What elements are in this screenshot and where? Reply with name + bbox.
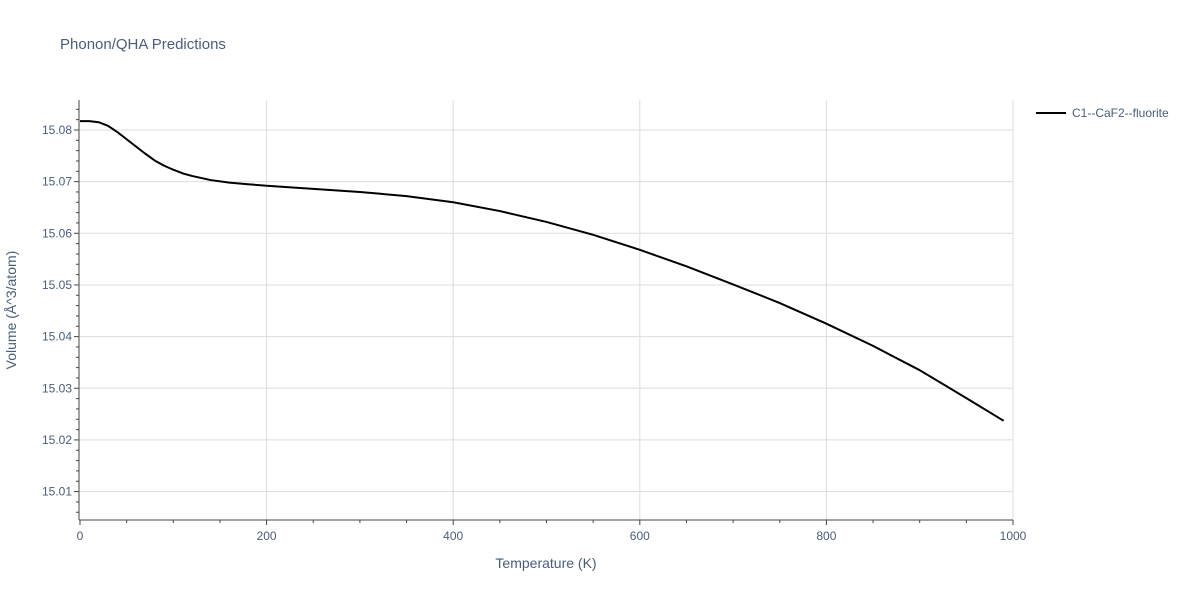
- axes: 0 200 400 600 800 1000 15.01 15.02 15.03 15.04 15.…: [42, 100, 1027, 543]
- x-tick-label: 0: [77, 529, 84, 543]
- series-line: [80, 120, 1005, 422]
- y-tick-label: 15.03: [42, 381, 72, 395]
- legend[interactable]: C1--CaF2--fluorite: [1036, 106, 1169, 120]
- legend-swatch: [1036, 112, 1066, 114]
- x-tick-label: 1000: [1000, 529, 1027, 543]
- x-tick-label: 600: [630, 529, 650, 543]
- y-tick-label: 15.04: [42, 330, 72, 344]
- x-tick-label: 200: [257, 529, 277, 543]
- series-lines: [80, 120, 1005, 422]
- x-tick-label: 800: [816, 529, 836, 543]
- chart-title: Phonon/QHA Predictions: [60, 36, 226, 53]
- grid-lines: [80, 100, 1014, 520]
- y-tick-label: 15.02: [42, 433, 72, 447]
- legend-label: C1--CaF2--fluorite: [1072, 106, 1169, 120]
- y-tick-label: 15.08: [42, 123, 72, 137]
- y-tick-label: 15.01: [42, 485, 72, 499]
- x-axis-label: Temperature (K): [495, 555, 596, 571]
- y-axis-label: Volume (Å^3/atom): [3, 251, 19, 370]
- x-tick-label: 400: [443, 529, 463, 543]
- y-tick-label: 15.07: [42, 175, 72, 189]
- y-tick-label: 15.06: [42, 226, 72, 240]
- y-tick-label: 15.05: [42, 278, 72, 292]
